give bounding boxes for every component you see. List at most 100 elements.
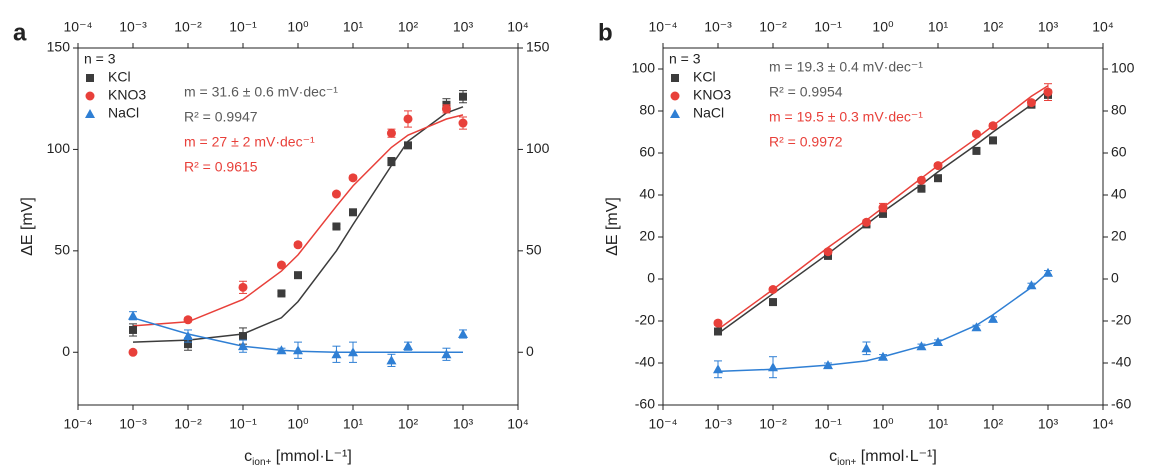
data-point [916,175,926,185]
legend-marker [671,74,679,82]
data-point [713,364,723,374]
data-point [861,343,872,353]
annotation: m = 31.6 ± 0.6 mV·dec⁻¹ [184,84,338,100]
data-point [276,345,287,355]
y-tick-label-right: -60 [1111,396,1131,412]
x-tick-label-top: 10⁴ [1092,19,1114,35]
y-tick-label: 50 [54,242,70,258]
y-tick-label: 100 [632,60,656,76]
x-tick-label-top: 10⁻¹ [814,19,842,35]
x-tick-label: 10⁻³ [704,416,732,432]
x-tick-label-top: 10⁻³ [704,19,732,35]
data-point [277,289,286,298]
fit-line [132,114,464,327]
x-tick-label: 10⁻¹ [229,416,257,432]
x-tick-label-top: 10² [983,19,1004,35]
legend-label: KCl [108,69,131,85]
x-tick-label-top: 10⁰ [872,19,894,35]
x-axis-label: cion+ [mmol·L⁻¹] [829,448,937,467]
data-point [1026,280,1037,290]
fit-line [132,106,464,343]
data-point [403,114,413,124]
data-point [441,104,451,114]
data-point [879,209,887,218]
legend-label: KNO3 [108,87,146,103]
legend-title: n = 3 [84,51,116,67]
data-point [878,351,888,361]
x-label-sub: ion+ [252,457,271,468]
data-point [128,347,138,357]
x-tick-label-top: 10⁰ [287,19,309,35]
data-point [129,325,137,334]
y-tick-label: 60 [639,144,655,160]
y-tick-label: 150 [47,39,71,55]
x-tick-label-top: 10⁴ [507,19,529,35]
data-point [768,285,778,294]
data-point [331,349,342,359]
x-label-sub: ion+ [837,457,856,468]
legend-label: KCl [693,69,716,85]
x-tick-label: 10¹ [928,416,949,432]
data-point [331,189,341,199]
data-point [293,345,303,355]
data-point [387,157,396,166]
data-point [404,141,412,150]
y-tick-label: 0 [647,270,655,286]
y-tick-label-right: -20 [1111,312,1131,328]
legend-marker [86,74,94,82]
annotation: R² = 0.9954 [769,84,843,100]
data-point [823,247,833,257]
data-point [183,331,193,341]
data-point [878,203,888,213]
legend-marker [670,109,680,118]
x-tick-label: 10⁻⁴ [64,416,93,432]
y-tick-label-right: 0 [526,343,534,359]
y-tick-label: 20 [639,228,655,244]
x-tick-label: 10⁴ [507,416,529,432]
x-tick-label: 10² [398,416,419,432]
y-tick-label: -40 [635,354,655,370]
x-tick-label-top: 10⁻² [174,19,202,35]
x-tick-label: 10⁰ [287,416,309,432]
x-tick-label: 10⁴ [1092,416,1114,432]
annotation: R² = 0.9972 [769,134,843,150]
x-label-main: c [829,448,837,465]
data-point [916,341,927,351]
data-point [458,118,468,128]
legend-marker [670,91,680,101]
data-point [933,161,943,171]
x-tick-label: 10⁰ [872,416,894,432]
x-tick-label: 10⁻¹ [814,416,842,432]
legend-label: KNO3 [693,87,731,103]
data-point [349,208,357,217]
legend-label: NaCl [693,105,724,121]
data-point [386,355,397,365]
x-label-unit: [mmol·L⁻¹] [856,448,936,465]
data-point [933,337,943,346]
annotation: R² = 0.9615 [184,159,258,175]
x-tick-label: 10⁻³ [119,416,147,432]
data-point [348,347,358,357]
y-tick-label: -60 [635,396,655,412]
y-tick-label-right: 100 [1111,60,1135,76]
x-tick-label-top: 10³ [1038,19,1059,35]
panel-label: b [598,19,613,46]
y-tick-label-right: 0 [1111,270,1119,286]
annotation: m = 19.5 ± 0.3 mV·dec⁻¹ [769,109,923,125]
data-point [294,271,302,280]
data-point [714,327,722,336]
data-point [713,318,723,328]
y-tick-label-right: 20 [1111,228,1127,244]
data-point [276,260,286,270]
annotation: m = 27 ± 2 mV·dec⁻¹ [184,134,315,150]
data-point [238,341,248,351]
data-point [989,136,997,145]
data-point [332,222,341,231]
y-tick-label-right: -40 [1111,354,1131,370]
data-point [971,322,982,332]
data-point [861,217,871,227]
x-tick-label: 10¹ [343,416,364,432]
data-point [239,332,247,341]
x-label-unit: [mmol·L⁻¹] [271,448,351,465]
